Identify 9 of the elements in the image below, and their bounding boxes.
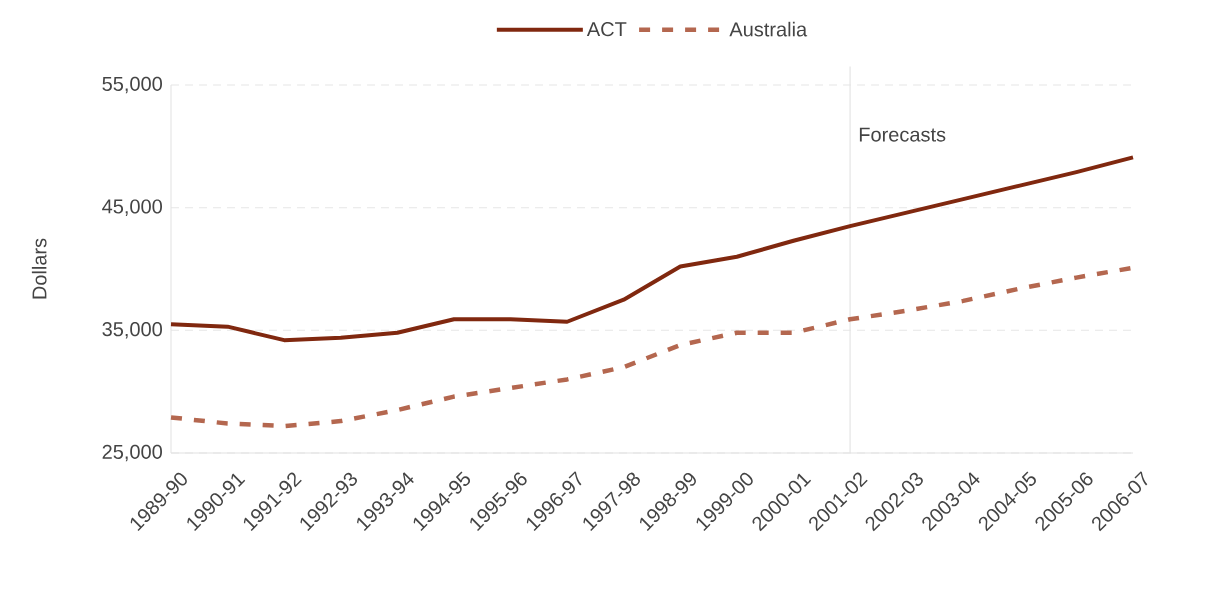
y-axis-title: Dollars bbox=[31, 238, 47, 299]
y-tick-label: 35,000 bbox=[102, 322, 162, 339]
legend-label: ACT bbox=[586, 22, 627, 37]
y-tick-label: 25,000 bbox=[102, 444, 162, 462]
legend-label: Australia bbox=[729, 21, 808, 37]
line-series bbox=[169, 155, 1136, 343]
ref-line-label: Forecasts bbox=[859, 127, 946, 142]
y-tick-label: 55,000 bbox=[102, 76, 162, 94]
y-tick-label: 45,000 bbox=[102, 199, 162, 216]
